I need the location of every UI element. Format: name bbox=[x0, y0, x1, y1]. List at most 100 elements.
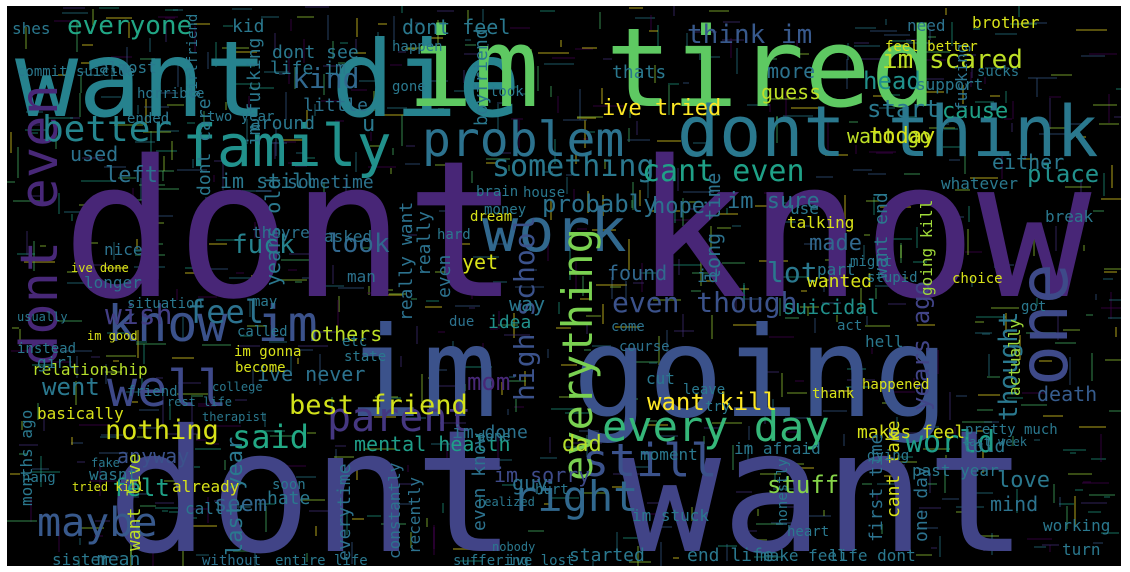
cloud-word: fake bbox=[91, 456, 120, 470]
cloud-word: last week bbox=[962, 435, 1028, 449]
cloud-word: want live bbox=[124, 453, 145, 551]
cloud-word: made bbox=[809, 231, 862, 256]
cloud-word: everything bbox=[553, 228, 602, 481]
cloud-word: dont see bbox=[272, 42, 359, 63]
cloud-word: im fucking bbox=[244, 38, 265, 146]
cloud-word: girlfriend bbox=[185, 14, 201, 98]
cloud-word: feel better bbox=[885, 39, 978, 55]
cloud-word: cant take bbox=[883, 420, 904, 518]
cloud-word: mom bbox=[467, 368, 510, 396]
cloud-word: entire life bbox=[275, 553, 368, 566]
cloud-word: either bbox=[992, 150, 1064, 174]
cloud-word: thought bbox=[994, 311, 1024, 421]
cloud-word: part bbox=[817, 260, 856, 279]
word-cloud: dont know dont want want die im tired im goi… bbox=[7, 6, 1121, 566]
cloud-word: moment bbox=[640, 445, 698, 464]
cloud-word: college bbox=[212, 380, 263, 394]
cloud-word: one day bbox=[911, 466, 932, 542]
cloud-word: need bbox=[907, 16, 946, 35]
cloud-word: course bbox=[619, 339, 670, 355]
cloud-word: more bbox=[767, 59, 815, 83]
cloud-word: brother bbox=[972, 13, 1040, 32]
cloud-word: whatever bbox=[941, 174, 1018, 193]
cloud-word: hurt bbox=[535, 482, 569, 498]
cloud-word: told bbox=[962, 436, 1005, 457]
cloud-word: im going bbox=[347, 301, 949, 446]
cloud-word: heart bbox=[787, 524, 829, 540]
cloud-word: thats bbox=[612, 62, 666, 83]
cloud-word: happened bbox=[862, 377, 929, 393]
cloud-word: said bbox=[232, 418, 309, 456]
cloud-word: even bbox=[434, 255, 455, 298]
cloud-word: went bbox=[42, 373, 100, 401]
cloud-word: life im bbox=[270, 58, 346, 79]
cloud-word: something bbox=[492, 149, 655, 184]
cloud-word: constantly bbox=[385, 462, 404, 559]
cloud-word: without bbox=[202, 553, 261, 566]
cloud-word: best friend bbox=[289, 390, 468, 421]
cloud-word: im still bbox=[220, 169, 316, 193]
cloud-word: longer bbox=[84, 273, 142, 292]
cloud-word: hang bbox=[22, 470, 56, 486]
cloud-word: long time bbox=[701, 173, 725, 281]
cloud-word: gone bbox=[392, 79, 426, 95]
cloud-word: dream bbox=[470, 209, 512, 225]
cloud-word: id bbox=[697, 266, 719, 287]
cloud-word: usually bbox=[17, 310, 68, 324]
cloud-word: etc bbox=[342, 334, 367, 350]
cloud-word: im tired bbox=[407, 6, 937, 132]
cloud-word: shes bbox=[12, 19, 51, 38]
cloud-word: almost bbox=[99, 58, 157, 77]
cloud-word: one bbox=[1005, 263, 1084, 386]
cloud-word: took bbox=[490, 84, 524, 100]
cloud-word: everytime bbox=[334, 463, 355, 561]
cloud-word: dont care bbox=[194, 98, 215, 196]
cloud-word: found bbox=[607, 261, 667, 285]
cloud-word: parent bbox=[327, 395, 472, 441]
cloud-word: due bbox=[449, 314, 474, 330]
cloud-word: love bbox=[997, 468, 1050, 493]
cloud-word: years ago bbox=[907, 281, 935, 411]
cloud-word: stupid bbox=[867, 270, 918, 286]
cloud-word: support bbox=[916, 75, 983, 94]
cloud-word: im gonna bbox=[234, 344, 301, 360]
cloud-word: might bbox=[850, 254, 892, 270]
cloud-word: wanted bbox=[807, 271, 872, 292]
cloud-word: relationship bbox=[32, 360, 148, 379]
cloud-word: choice bbox=[952, 271, 1003, 287]
cloud-word: left bbox=[105, 163, 158, 188]
cloud-word: instead bbox=[17, 341, 76, 357]
cloud-word: talking bbox=[787, 213, 854, 232]
cloud-word: leave bbox=[683, 382, 725, 398]
cloud-word: kind bbox=[292, 62, 359, 95]
cloud-word: start bbox=[867, 95, 939, 123]
cloud-word: past year bbox=[912, 461, 999, 480]
cloud-word: working bbox=[1043, 516, 1110, 535]
cloud-word: mean bbox=[97, 549, 140, 566]
cloud-word: end life bbox=[687, 545, 774, 566]
cloud-word: situation bbox=[127, 296, 203, 312]
cloud-word: years old bbox=[261, 178, 285, 286]
cloud-word: im sure bbox=[727, 189, 820, 214]
cloud-word: nice bbox=[104, 240, 143, 259]
cloud-word: world bbox=[905, 425, 995, 460]
cloud-word: right bbox=[512, 472, 638, 521]
cloud-word: suffering bbox=[453, 553, 529, 566]
cloud-word: want end bbox=[871, 192, 892, 279]
cloud-word: makes feel bbox=[857, 422, 965, 443]
cloud-word: come bbox=[611, 319, 645, 335]
cloud-word: high school bbox=[508, 216, 541, 401]
cloud-word: try bbox=[705, 399, 730, 415]
cloud-word: fuck bbox=[232, 230, 295, 260]
cloud-word: family bbox=[182, 112, 392, 180]
cloud-word: death bbox=[1037, 382, 1097, 406]
cloud-word: really want bbox=[396, 202, 417, 321]
cloud-word: asked bbox=[324, 227, 372, 246]
cloud-word: every day bbox=[602, 402, 830, 451]
cloud-word: going kill bbox=[917, 200, 936, 296]
cloud-word: hell bbox=[865, 332, 904, 351]
cloud-word: others bbox=[310, 322, 382, 346]
cloud-word: last year bbox=[223, 437, 248, 556]
cloud-word: idea bbox=[488, 312, 531, 333]
cloud-word: felt bbox=[112, 474, 170, 502]
